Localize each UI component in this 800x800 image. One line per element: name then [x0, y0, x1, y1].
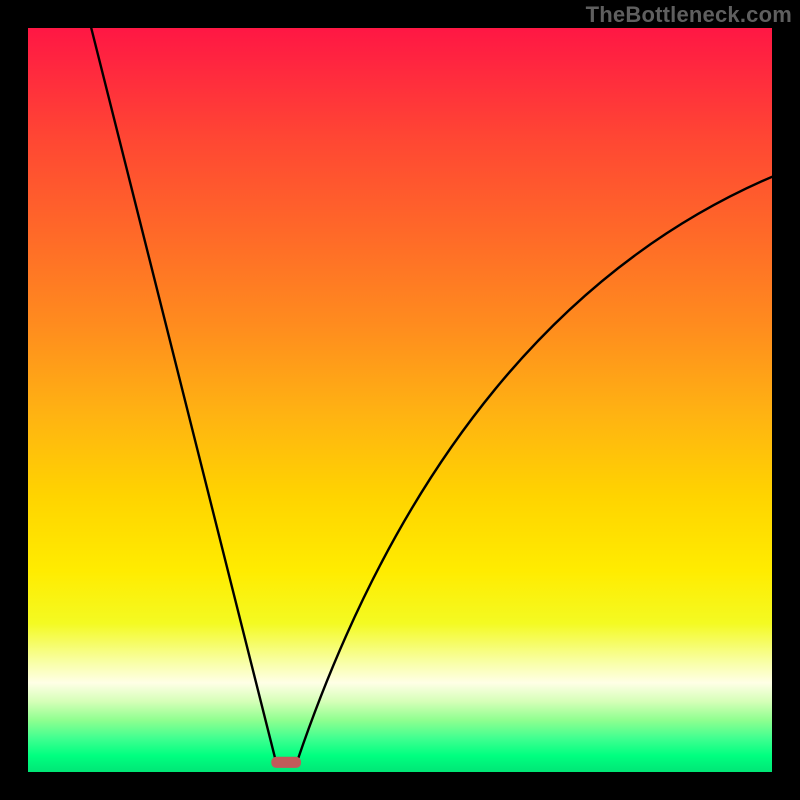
chart-svg: [0, 0, 800, 800]
chart-root: TheBottleneck.com: [0, 0, 800, 800]
watermark-text: TheBottleneck.com: [586, 2, 792, 28]
optimum-marker: [271, 757, 301, 768]
chart-gradient-background: [28, 28, 772, 772]
